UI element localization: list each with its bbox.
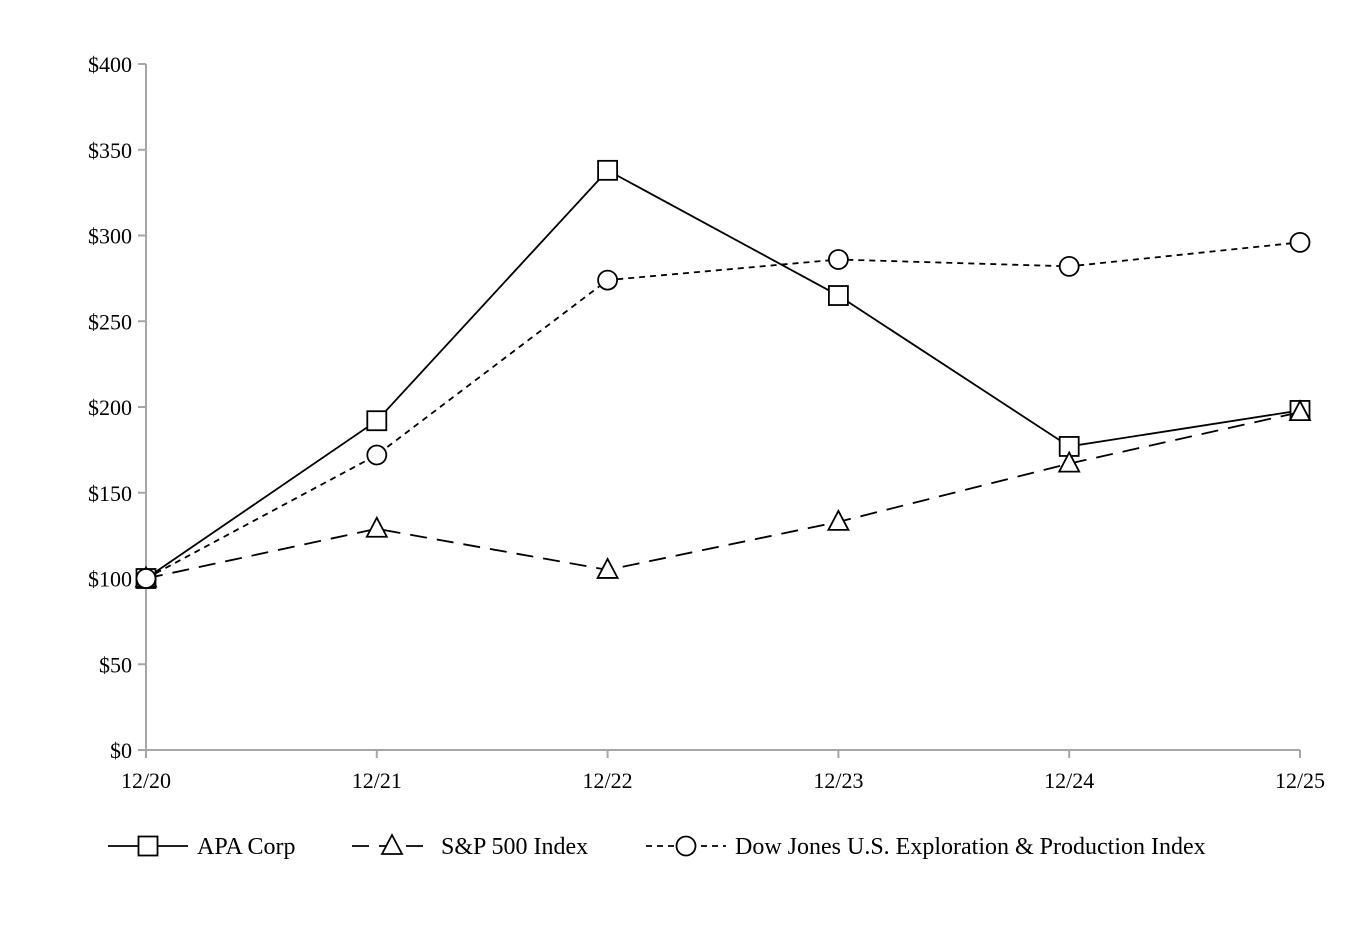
x-tick-label: 12/23 <box>813 768 863 793</box>
chart-legend: APA Corp S&P 500 Index Dow Jones U.S. Expl… <box>108 833 1206 860</box>
data-point-dow-jones-u-s-exploration-production-index <box>1058 255 1080 277</box>
series-line-s-p-500-index <box>145 411 1301 580</box>
y-tick-label: $100 <box>88 567 132 592</box>
chart-series <box>134 159 1312 589</box>
series-s-p-500-index <box>134 399 1312 588</box>
legend-item-dow-jones-u-s-exploration-production-index: Dow Jones U.S. Exploration & Production … <box>646 834 1206 860</box>
legend-marker-dow-jones-u-s-exploration-production-index <box>675 835 697 857</box>
x-tick-label: 12/21 <box>352 768 402 793</box>
data-point-s-p-500-index <box>1288 399 1312 422</box>
chart-tick-labels: $0 $50 $100 $150 $200 $250 $300 $350 $400 12/20 12… <box>88 52 1325 793</box>
data-point-s-p-500-index <box>365 515 389 538</box>
legend-label-s-p-500-index: S&P 500 Index <box>441 834 588 860</box>
data-point-dow-jones-u-s-exploration-production-index <box>1289 231 1311 253</box>
data-point-apa-corp <box>597 159 618 181</box>
x-tick-label: 12/24 <box>1044 768 1094 793</box>
y-tick-label: $0 <box>110 738 132 763</box>
data-point-dow-jones-u-s-exploration-production-index <box>828 249 849 270</box>
series-line-dow-jones-u-s-exploration-production-index <box>145 241 1301 580</box>
y-tick-label: $200 <box>88 395 132 420</box>
legend-label-dow-jones-u-s-exploration-production-index: Dow Jones U.S. Exploration & Production … <box>735 834 1206 860</box>
y-tick-label: $150 <box>88 481 132 506</box>
y-tick-label: $400 <box>88 52 132 77</box>
x-tick-label: 12/25 <box>1275 768 1325 793</box>
data-point-s-p-500-index <box>1057 450 1081 473</box>
legend-item-s-p-500-index: S&P 500 Index <box>352 833 588 860</box>
series-line-apa-corp <box>145 169 1301 580</box>
data-point-apa-corp <box>828 285 849 306</box>
data-point-dow-jones-u-s-exploration-production-index <box>135 568 157 589</box>
chart-axes <box>138 63 1301 758</box>
data-point-s-p-500-index <box>596 556 620 579</box>
y-tick-label: $350 <box>88 138 132 163</box>
series-dow-jones-u-s-exploration-production-index <box>135 231 1311 589</box>
y-tick-label: $50 <box>99 652 132 677</box>
data-point-s-p-500-index <box>826 508 850 531</box>
x-tick-label: 12/22 <box>583 768 633 793</box>
y-tick-label: $250 <box>88 309 132 334</box>
series-apa-corp <box>135 159 1311 589</box>
legend-label-apa-corp: APA Corp <box>197 834 295 860</box>
data-point-apa-corp <box>366 410 388 432</box>
legend-marker-apa-corp <box>137 835 159 857</box>
legend-item-apa-corp: APA Corp <box>108 834 295 860</box>
legend-marker-s-p-500-index <box>380 833 404 855</box>
x-tick-label: 12/20 <box>121 768 171 793</box>
data-point-dow-jones-u-s-exploration-production-index <box>597 269 618 291</box>
data-point-dow-jones-u-s-exploration-production-index <box>366 444 388 466</box>
y-tick-label: $300 <box>88 224 132 249</box>
